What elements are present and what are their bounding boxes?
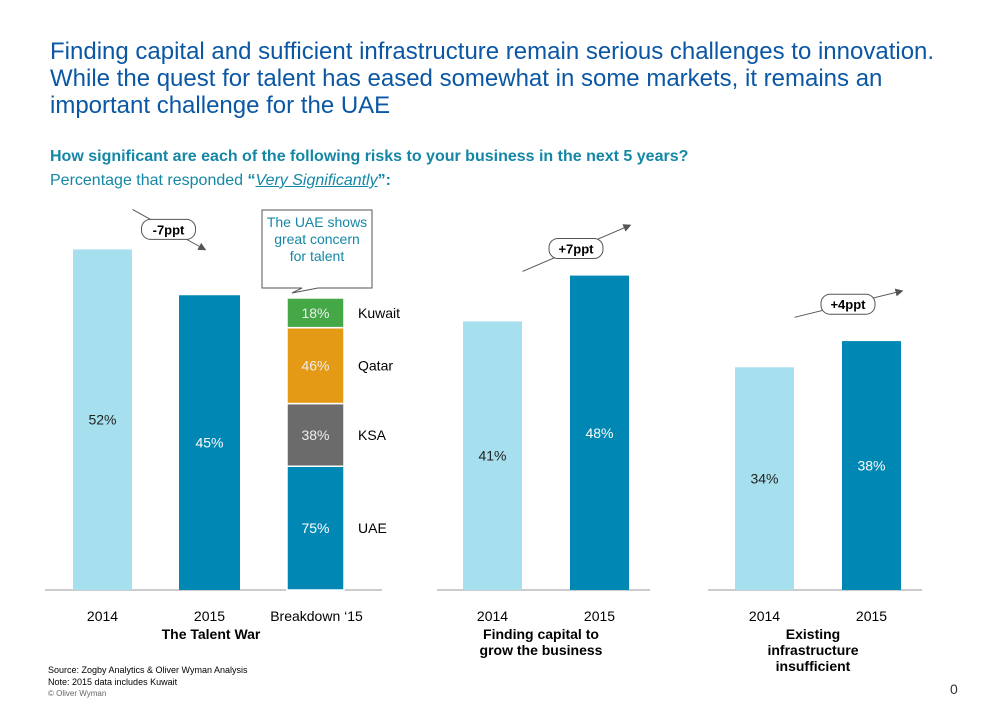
bar-value-label: 38% — [857, 458, 885, 474]
panel-title: insufficient — [776, 658, 851, 674]
panel-title: Existing — [786, 626, 840, 642]
stack-legend-ksa: KSA — [358, 427, 387, 443]
bar-value-label: 41% — [478, 448, 506, 464]
subtitle-prefix: Percentage that responded — [50, 172, 248, 189]
x-tick-label: 2014 — [477, 608, 508, 624]
data-note: Note: 2015 data includes Kuwait — [48, 677, 178, 687]
stack-value-label: 38% — [301, 427, 329, 443]
callout-bubble — [261, 209, 373, 294]
x-tick-label: Breakdown ‘15 — [270, 608, 363, 624]
stack-value-label: 18% — [301, 305, 329, 321]
panel-title: The Talent War — [162, 626, 261, 642]
headline: Finding capital and sufficient infrastru… — [50, 38, 935, 119]
x-tick-label: 2015 — [584, 608, 615, 624]
subtitle: Percentage that responded “Very Signific… — [50, 172, 391, 190]
bar-2015 — [842, 341, 901, 590]
x-tick-label: 2015 — [194, 608, 225, 624]
open-quote: “ — [247, 172, 256, 189]
callout-text: The UAE shows — [267, 214, 367, 230]
bar-2014 — [463, 321, 522, 590]
change-badge — [548, 238, 604, 260]
panel-title: grow the business — [480, 642, 603, 658]
bar-value-label: 45% — [195, 435, 223, 451]
stack-value-label: 75% — [301, 520, 329, 536]
stack-legend-qatar: Qatar — [358, 358, 393, 374]
bar-value-label: 48% — [585, 425, 613, 441]
callout-text: for talent — [290, 248, 345, 264]
source-note: Source: Zogby Analytics & Oliver Wyman A… — [48, 665, 248, 675]
change-label: +7ppt — [558, 242, 594, 257]
x-tick-label: 2015 — [856, 608, 887, 624]
change-badge — [820, 293, 876, 315]
subtitle-suffix: : — [385, 172, 391, 189]
stack-segment-ksa — [286, 402, 345, 467]
stack-segment-uae — [286, 465, 345, 591]
stack-segment-qatar — [286, 326, 345, 405]
page-number: 0 — [950, 681, 958, 697]
stack-legend-uae: UAE — [358, 520, 387, 536]
change-badge — [141, 218, 196, 240]
callout-text: great concern — [274, 231, 360, 247]
stack-legend-kuwait: Kuwait — [358, 305, 400, 321]
x-tick-label: 2014 — [87, 608, 118, 624]
x-tick-label: 2014 — [749, 608, 780, 624]
bar-2015 — [179, 295, 240, 590]
stack-value-label: 46% — [301, 358, 329, 374]
close-quote: ” — [377, 172, 386, 189]
bar-value-label: 34% — [750, 471, 778, 487]
change-label: +4ppt — [830, 297, 866, 312]
copyright: © Oliver Wyman — [48, 689, 107, 698]
panel-title: Finding capital to — [483, 626, 599, 642]
bar-2014 — [735, 367, 794, 590]
bar-value-label: 52% — [88, 412, 116, 428]
subtitle-emphasis: Very Significantly — [255, 172, 378, 189]
bar-2014 — [73, 249, 132, 590]
stack-segment-kuwait — [286, 297, 345, 329]
bar-2015 — [570, 275, 629, 590]
panel-title: infrastructure — [767, 642, 858, 658]
change-label: -7ppt — [153, 222, 185, 237]
survey-question: How significant are each of the followin… — [50, 148, 689, 165]
